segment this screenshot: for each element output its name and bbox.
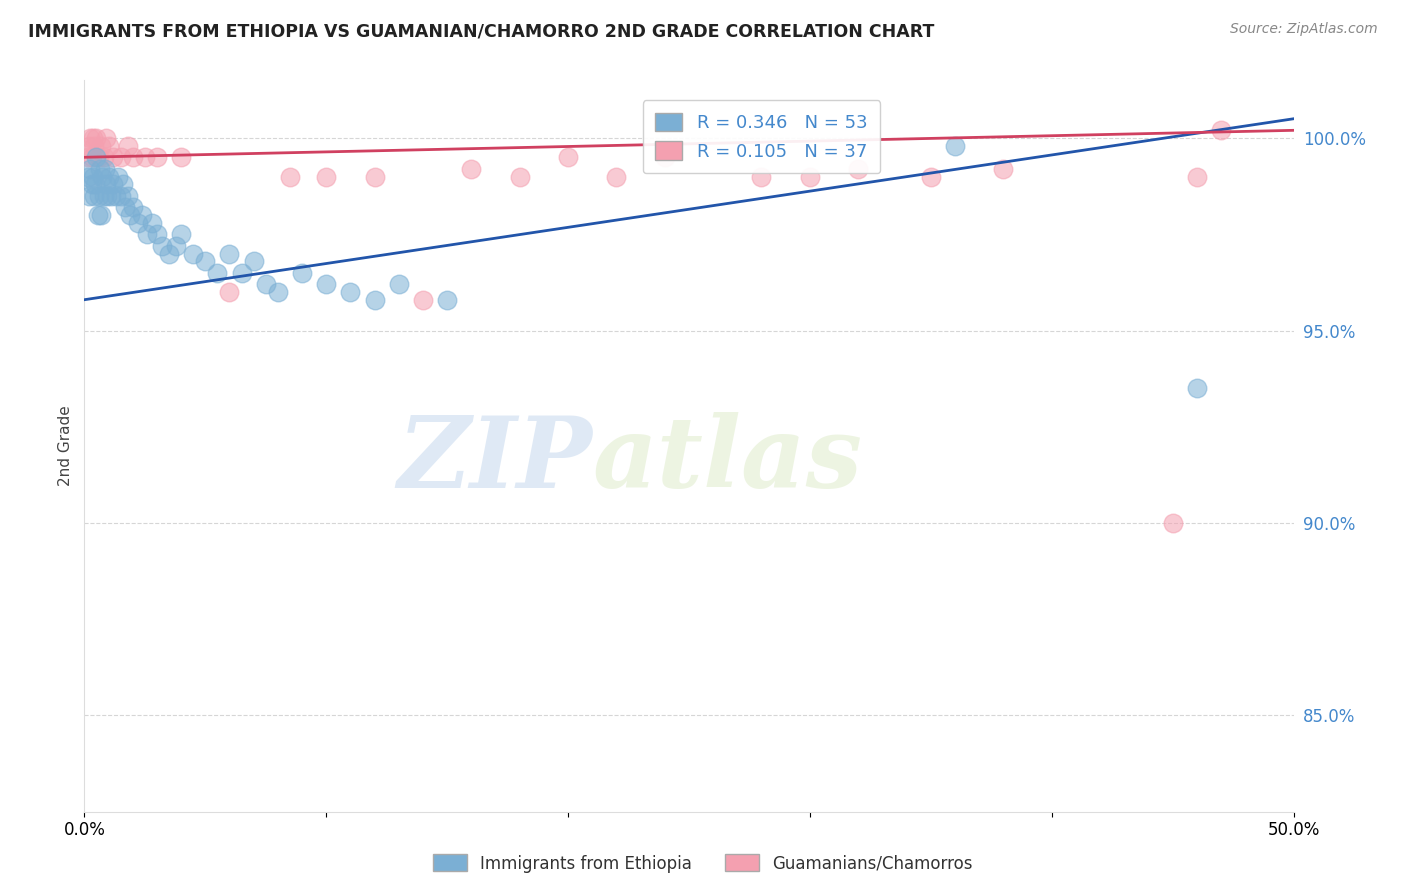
- Point: [146, 150, 169, 164]
- Point: [77, 150, 100, 164]
- Point: [79, 161, 101, 176]
- Point: [91, 169, 114, 184]
- Point: [93, 150, 115, 164]
- Point: [93, 188, 115, 202]
- Point: [315, 169, 337, 184]
- Point: [605, 169, 627, 184]
- Point: [363, 169, 385, 184]
- Point: [218, 246, 240, 260]
- Point: [1185, 169, 1208, 184]
- Point: [146, 227, 169, 242]
- Point: [127, 216, 149, 230]
- Point: [121, 150, 143, 164]
- Point: [170, 150, 193, 164]
- Point: [799, 169, 821, 184]
- Point: [436, 293, 458, 307]
- Y-axis label: 2nd Grade: 2nd Grade: [58, 406, 73, 486]
- Point: [993, 161, 1015, 176]
- Legend: Immigrants from Ethiopia, Guamanians/Chamorros: Immigrants from Ethiopia, Guamanians/Cha…: [427, 847, 979, 880]
- Point: [87, 188, 110, 202]
- Point: [170, 227, 193, 242]
- Point: [117, 188, 139, 202]
- Point: [460, 161, 482, 176]
- Point: [231, 266, 253, 280]
- Point: [242, 254, 264, 268]
- Point: [80, 150, 103, 164]
- Point: [84, 178, 107, 192]
- Point: [83, 188, 105, 202]
- Point: [141, 216, 163, 230]
- Point: [94, 131, 117, 145]
- Point: [1161, 516, 1184, 530]
- Point: [363, 293, 385, 307]
- Point: [94, 178, 117, 192]
- Point: [80, 178, 103, 192]
- Point: [254, 277, 277, 292]
- Point: [107, 169, 129, 184]
- Point: [97, 138, 120, 153]
- Point: [121, 200, 143, 214]
- Point: [86, 208, 108, 222]
- Point: [82, 131, 104, 145]
- Point: [112, 178, 135, 192]
- Point: [920, 169, 942, 184]
- Point: [90, 138, 112, 153]
- Point: [120, 208, 142, 222]
- Point: [165, 239, 187, 253]
- Point: [100, 188, 122, 202]
- Point: [103, 178, 125, 192]
- Point: [77, 138, 100, 153]
- Point: [114, 200, 136, 214]
- Point: [87, 150, 110, 164]
- Point: [150, 239, 173, 253]
- Point: [412, 293, 434, 307]
- Point: [90, 208, 112, 222]
- Point: [110, 150, 132, 164]
- Point: [267, 285, 290, 299]
- Point: [82, 169, 104, 184]
- Point: [339, 285, 361, 299]
- Text: Source: ZipAtlas.com: Source: ZipAtlas.com: [1230, 22, 1378, 37]
- Point: [86, 150, 108, 164]
- Point: [79, 131, 101, 145]
- Point: [388, 277, 411, 292]
- Legend: R = 0.346   N = 53, R = 0.105   N = 37: R = 0.346 N = 53, R = 0.105 N = 37: [643, 100, 880, 173]
- Point: [136, 227, 159, 242]
- Point: [278, 169, 301, 184]
- Point: [194, 254, 217, 268]
- Point: [751, 169, 773, 184]
- Point: [207, 266, 229, 280]
- Point: [1209, 123, 1232, 137]
- Point: [315, 277, 337, 292]
- Point: [131, 208, 153, 222]
- Point: [94, 161, 117, 176]
- Point: [96, 188, 118, 202]
- Point: [83, 138, 105, 153]
- Point: [86, 131, 108, 145]
- Point: [134, 150, 156, 164]
- Point: [104, 188, 127, 202]
- Point: [846, 161, 869, 176]
- Text: atlas: atlas: [592, 412, 862, 508]
- Point: [654, 150, 676, 164]
- Point: [943, 138, 966, 153]
- Point: [181, 246, 204, 260]
- Point: [110, 188, 132, 202]
- Text: IMMIGRANTS FROM ETHIOPIA VS GUAMANIAN/CHAMORRO 2ND GRADE CORRELATION CHART: IMMIGRANTS FROM ETHIOPIA VS GUAMANIAN/CH…: [28, 22, 935, 40]
- Point: [557, 150, 579, 164]
- Point: [89, 161, 111, 176]
- Point: [97, 169, 120, 184]
- Point: [157, 246, 180, 260]
- Point: [77, 169, 100, 184]
- Point: [117, 138, 139, 153]
- Text: ZIP: ZIP: [398, 412, 592, 508]
- Point: [103, 150, 125, 164]
- Point: [77, 188, 100, 202]
- Point: [291, 266, 314, 280]
- Point: [509, 169, 531, 184]
- Point: [218, 285, 240, 299]
- Point: [1185, 381, 1208, 395]
